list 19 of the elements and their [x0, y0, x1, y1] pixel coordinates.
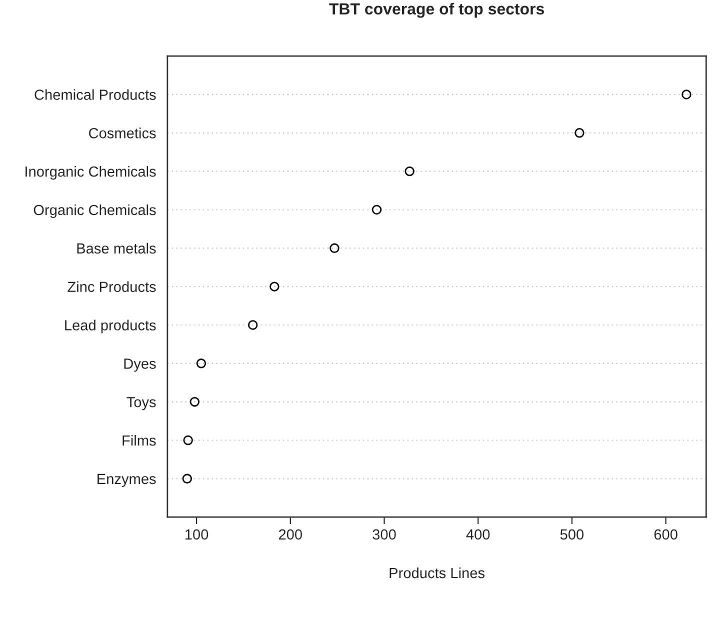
y-tick-label: Inorganic Chemicals — [26, 166, 156, 180]
x-tick-label: 600 — [654, 529, 678, 540]
x-tick-label: 400 — [466, 529, 490, 540]
y-tick-label: Organic Chemicals — [34, 204, 156, 218]
x-tick-label: 500 — [560, 529, 584, 540]
y-tick-label: Lead products — [65, 320, 156, 334]
y-tick-label: Dyes — [124, 358, 156, 372]
x-axis-title: Products Lines — [390, 567, 485, 578]
y-tick-label: Films — [122, 434, 156, 446]
chart-title: TBT coverage of top sectors — [329, 2, 544, 18]
y-tick-label: Toys — [126, 397, 156, 410]
y-tick-label: Chemical Products — [34, 89, 156, 100]
x-tick-label: 300 — [372, 529, 396, 540]
x-tick-label: 100 — [185, 529, 208, 540]
y-tick-label: Cosmetics — [89, 128, 156, 138]
y-tick-label: Zinc Products — [68, 281, 156, 292]
y-tick-label: Base metals — [77, 242, 156, 254]
x-tick-label: 200 — [278, 529, 302, 540]
y-tick-label: Enzymes — [98, 474, 156, 487]
